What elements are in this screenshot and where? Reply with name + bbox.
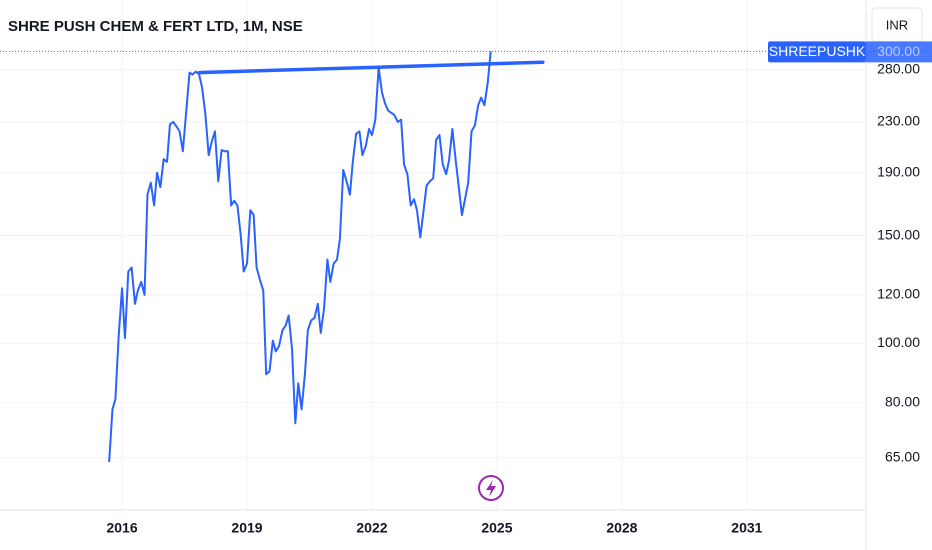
x-tick-label: 2016 xyxy=(106,520,137,536)
price-badge xyxy=(866,41,932,63)
x-tick-label: 2019 xyxy=(231,520,262,536)
price-label: 300.00 xyxy=(877,43,920,59)
y-tick-label: 190.00 xyxy=(877,163,920,179)
symbol-label: SHREEPUSHK xyxy=(769,43,866,59)
lightning-icon[interactable] xyxy=(478,475,504,501)
x-tick-label: 2022 xyxy=(356,520,387,536)
y-tick-label: 65.00 xyxy=(885,448,920,464)
trendline xyxy=(197,60,545,75)
x-tick-label: 2031 xyxy=(731,520,762,536)
y-tick-label: 230.00 xyxy=(877,113,920,129)
y-tick-label: 150.00 xyxy=(877,226,920,242)
plot-area xyxy=(108,51,545,462)
y-tick-label: 120.00 xyxy=(877,286,920,302)
x-tick-label: 2028 xyxy=(606,520,637,536)
y-tick-label: 80.00 xyxy=(885,393,920,409)
x-tick-label: 2025 xyxy=(481,520,512,536)
y-tick-label: 100.00 xyxy=(877,334,920,350)
y-tick-label: 280.00 xyxy=(877,60,920,76)
symbol-badge xyxy=(768,41,866,63)
price-line xyxy=(108,51,492,462)
currency[interactable]: INR xyxy=(886,17,908,32)
chart-title: SHRE PUSH CHEM & FERT LTD, 1M, NSE xyxy=(8,18,303,35)
